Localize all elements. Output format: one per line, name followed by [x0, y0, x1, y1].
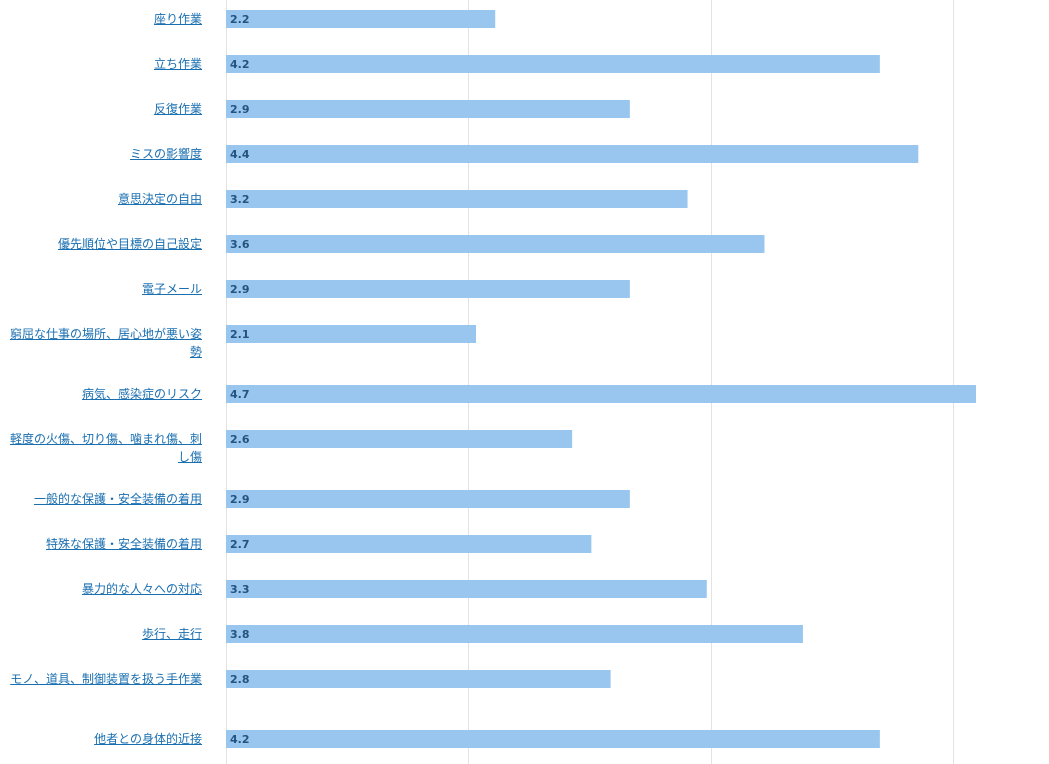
bar-value-label-14: 2.8	[230, 673, 250, 686]
bar-3[interactable]	[226, 145, 919, 163]
category-label-2[interactable]: 反復作業	[153, 102, 202, 116]
category-label-15[interactable]: 他者との身体的近接	[94, 732, 202, 746]
bar-value-label-6: 2.9	[230, 283, 250, 296]
category-label-9[interactable]: 軽度の火傷、切り傷、噛まれ傷、刺し傷	[9, 432, 202, 464]
bar-4[interactable]	[226, 190, 688, 208]
bar-12[interactable]	[226, 580, 707, 598]
category-label-13[interactable]: 歩行、走行	[141, 627, 202, 641]
category-label-11[interactable]: 特殊な保護・安全装備の着用	[45, 537, 202, 551]
bar-value-label-4: 3.2	[230, 193, 250, 206]
bar-7[interactable]	[226, 325, 476, 343]
bar-value-label-10: 2.9	[230, 493, 250, 506]
category-label-6[interactable]: 電子メール	[141, 282, 202, 296]
bar-13[interactable]	[226, 625, 803, 643]
bar-value-label-5: 3.6	[230, 238, 250, 251]
bar-value-label-2: 2.9	[230, 103, 250, 116]
bar-14[interactable]	[226, 670, 611, 688]
bar-value-label-1: 4.2	[230, 58, 250, 71]
bar-value-label-13: 3.8	[230, 628, 250, 641]
bar-1[interactable]	[226, 55, 880, 73]
category-label-5[interactable]: 優先順位や目標の自己設定	[57, 237, 202, 251]
category-label-0[interactable]: 座り作業	[153, 12, 202, 26]
bar-value-label-7: 2.1	[230, 328, 250, 341]
bar-6[interactable]	[226, 280, 630, 298]
bar-8[interactable]	[226, 385, 976, 403]
bar-value-label-11: 2.7	[230, 538, 250, 551]
bar-value-label-12: 3.3	[230, 583, 250, 596]
category-label-10[interactable]: 一般的な保護・安全装備の着用	[33, 492, 202, 506]
bar-value-label-15: 4.2	[230, 733, 250, 746]
category-label-4[interactable]: 意思決定の自由	[117, 192, 202, 206]
bar-value-label-0: 2.2	[230, 13, 250, 26]
bar-value-label-8: 4.7	[230, 388, 250, 401]
bar-11[interactable]	[226, 535, 592, 553]
bar-2[interactable]	[226, 100, 630, 118]
bar-9[interactable]	[226, 430, 573, 448]
bar-15[interactable]	[226, 730, 880, 748]
category-label-1[interactable]: 立ち作業	[153, 57, 202, 71]
bar-value-label-3: 4.4	[230, 148, 250, 161]
bar-10[interactable]	[226, 490, 630, 508]
category-label-3[interactable]: ミスの影響度	[129, 147, 202, 161]
category-label-14[interactable]: モノ、道具、制御装置を扱う手作業	[10, 672, 202, 686]
bar-5[interactable]	[226, 235, 765, 253]
category-label-7[interactable]: 窮屈な仕事の場所、居心地が悪い姿勢	[9, 327, 202, 359]
category-label-12[interactable]: 暴力的な人々への対応	[81, 582, 202, 596]
bar-0[interactable]	[226, 10, 496, 28]
bar-value-label-9: 2.6	[230, 433, 250, 446]
category-label-8[interactable]: 病気、感染症のリスク	[81, 387, 202, 401]
